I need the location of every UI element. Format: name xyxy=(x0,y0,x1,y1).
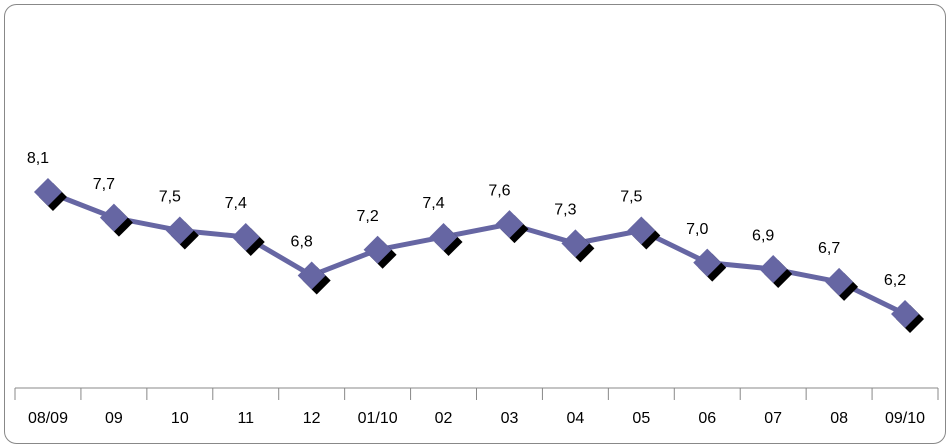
data-label: 6,7 xyxy=(818,240,840,257)
data-label: 6,8 xyxy=(291,234,313,251)
data-label: 7,4 xyxy=(225,195,247,212)
data-label: 8,1 xyxy=(27,150,49,167)
data-label: 7,0 xyxy=(686,221,708,238)
data-label: 7,5 xyxy=(620,189,642,206)
x-tick-label: 08/09 xyxy=(28,410,68,427)
marker xyxy=(693,248,722,277)
x-tick-label: 02 xyxy=(435,410,453,427)
marker xyxy=(495,210,524,239)
x-tick-label: 06 xyxy=(698,410,716,427)
data-label: 6,9 xyxy=(752,227,774,244)
data-label: 6,2 xyxy=(884,272,906,289)
x-tick-label: 03 xyxy=(501,410,519,427)
x-tick-label: 10 xyxy=(171,410,189,427)
marker xyxy=(297,261,326,290)
marker xyxy=(825,267,854,296)
marker xyxy=(627,216,656,245)
x-tick-label: 09/10 xyxy=(885,410,925,427)
marker xyxy=(165,216,194,245)
data-label: 7,3 xyxy=(554,202,576,219)
marker xyxy=(561,229,590,258)
marker xyxy=(759,255,788,284)
marker xyxy=(363,235,392,264)
x-tick-label: 04 xyxy=(566,410,584,427)
marker xyxy=(33,178,62,206)
x-tick-label: 11 xyxy=(237,410,254,427)
x-tick-label: 09 xyxy=(105,410,123,427)
marker xyxy=(429,222,458,251)
marker xyxy=(231,222,260,251)
data-label: 7,2 xyxy=(356,208,378,225)
data-label: 7,7 xyxy=(93,176,115,193)
x-tick-label: 05 xyxy=(632,410,650,427)
marker xyxy=(99,203,128,232)
marker xyxy=(891,300,920,328)
data-label: 7,5 xyxy=(159,189,181,206)
data-label: 7,6 xyxy=(488,182,510,199)
x-tick-label: 01/10 xyxy=(358,410,398,427)
x-tick-label: 08 xyxy=(830,410,848,427)
x-tick-label: 12 xyxy=(303,410,321,427)
chart-frame xyxy=(4,4,946,444)
x-tick-label: 07 xyxy=(764,410,782,427)
data-label: 7,4 xyxy=(422,195,444,212)
